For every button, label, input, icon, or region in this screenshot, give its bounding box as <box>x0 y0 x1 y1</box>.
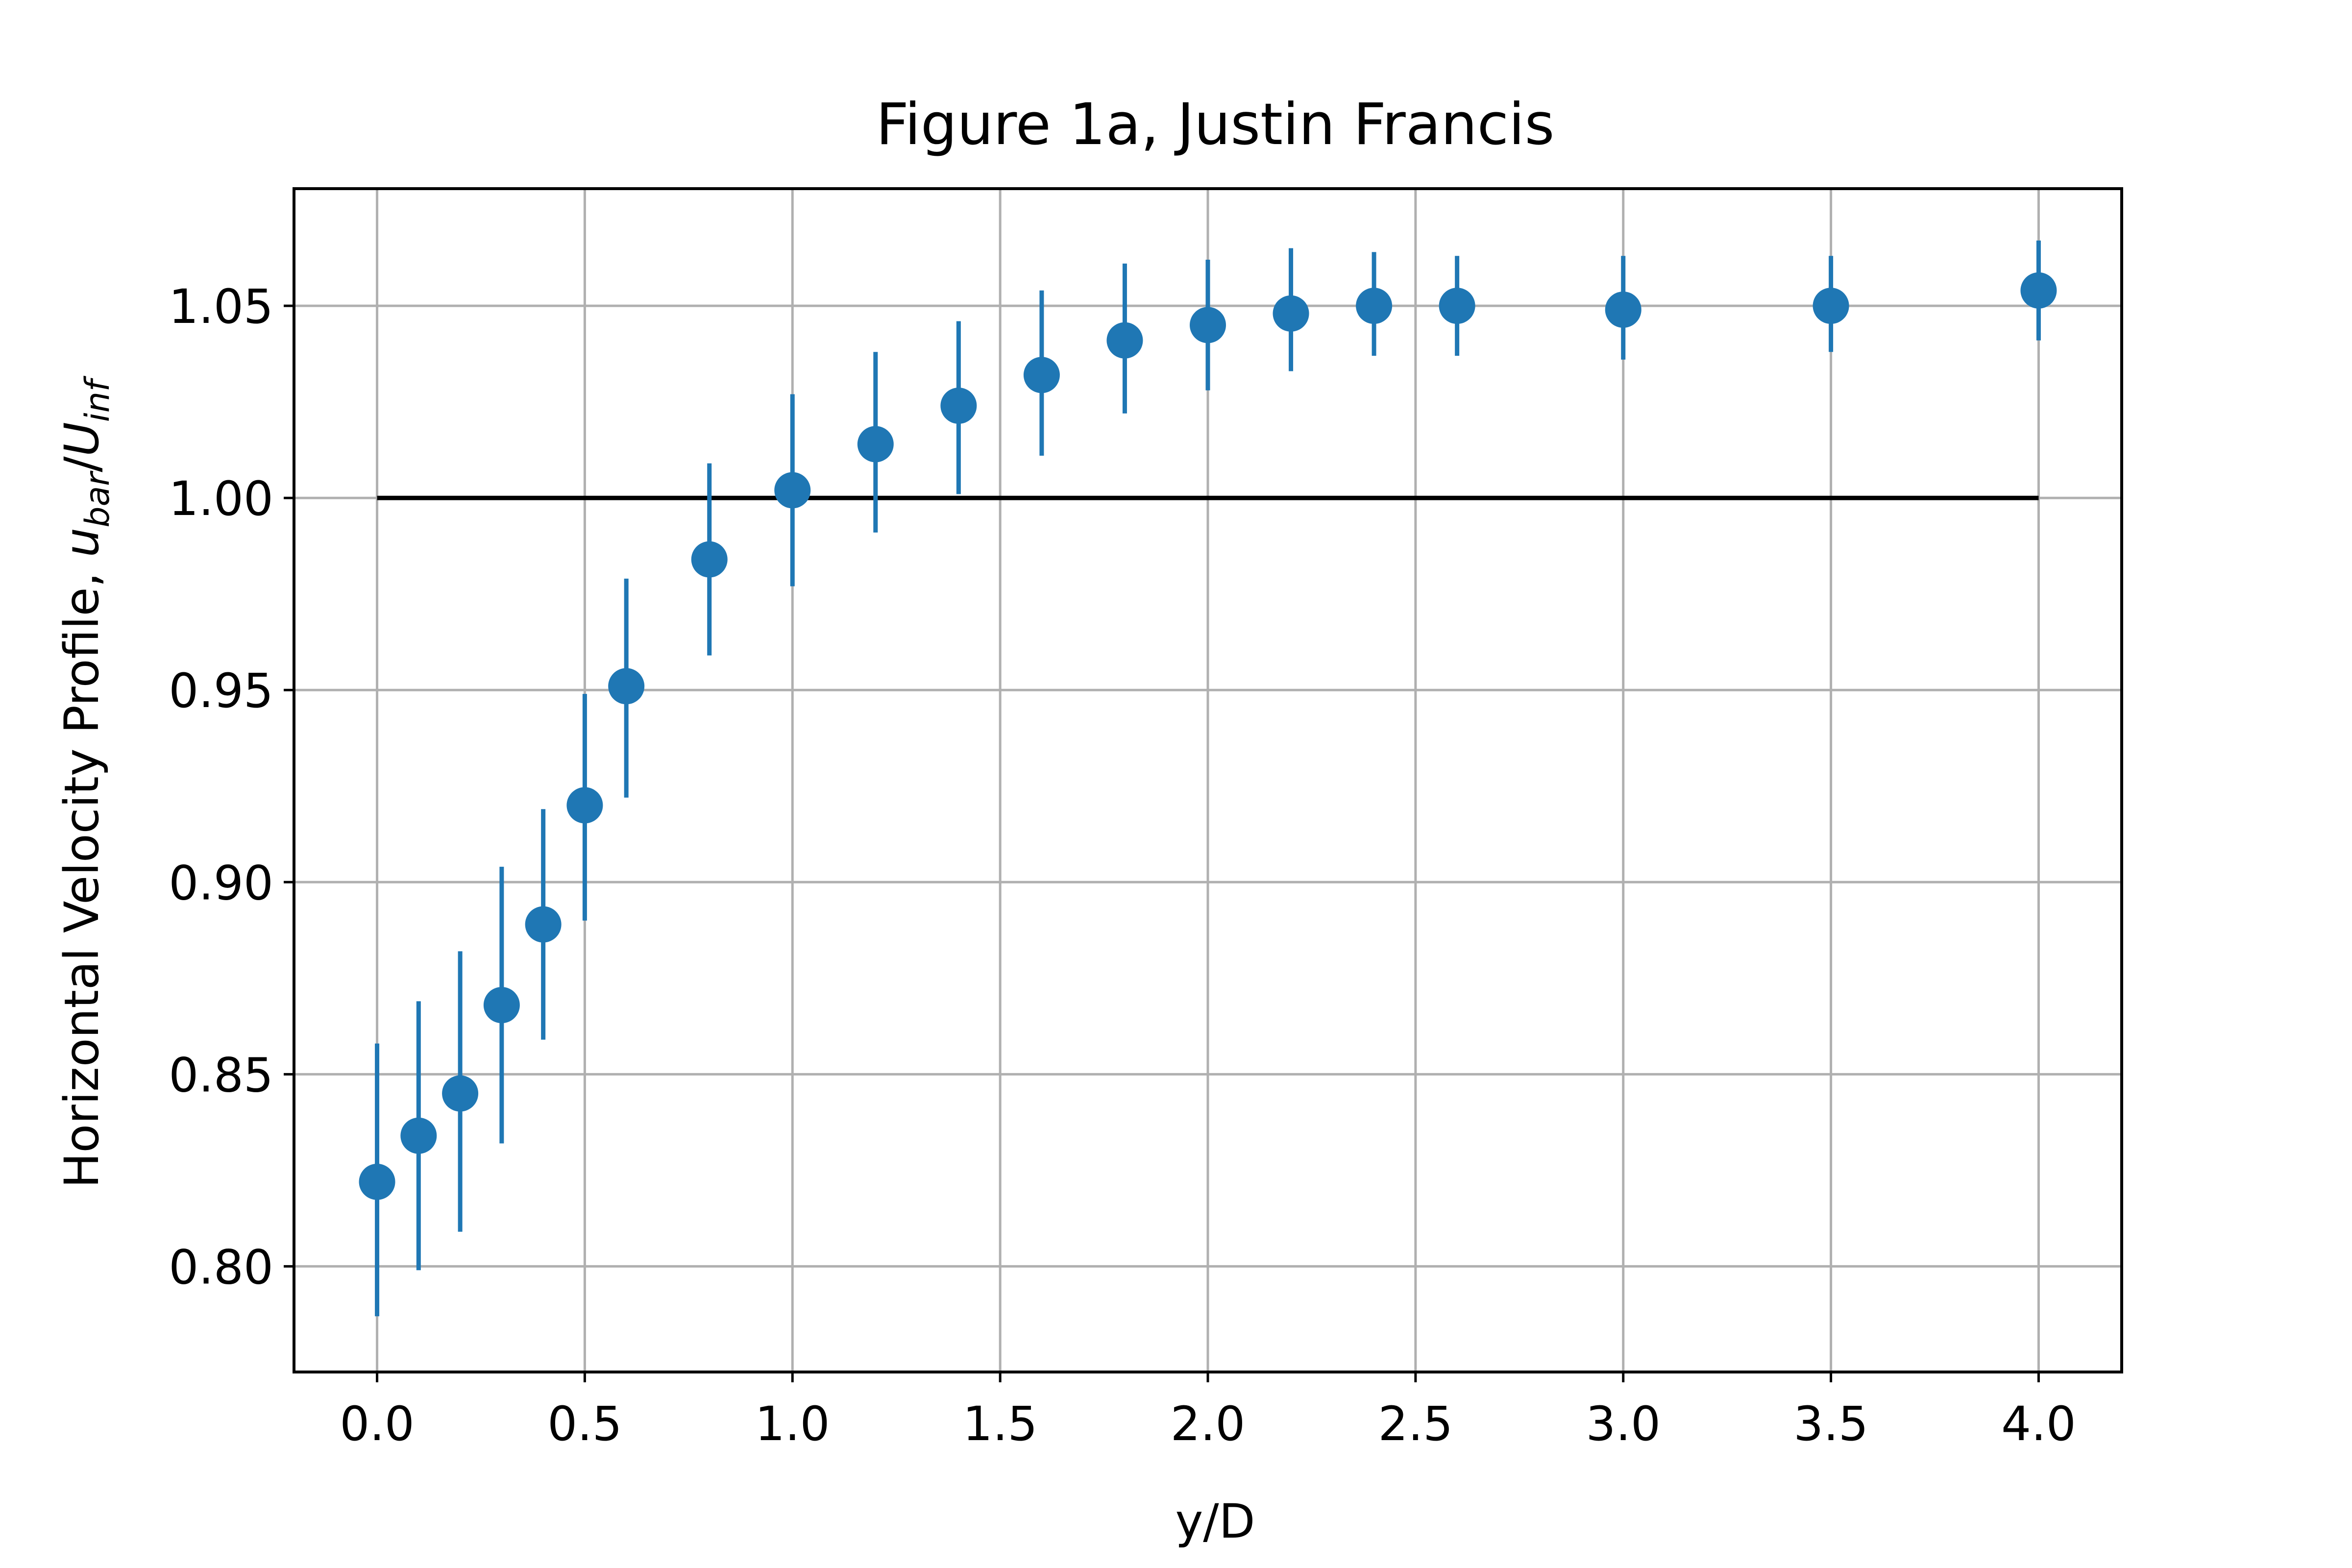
data-point <box>1813 288 1849 324</box>
data-point <box>1023 357 1060 393</box>
x-tick-label: 2.0 <box>1171 1396 1246 1451</box>
x-tick-label: 0.5 <box>547 1396 622 1451</box>
data-point <box>1356 288 1393 324</box>
y-tick-label: 0.80 <box>169 1240 273 1295</box>
y-axis-label-prefix: Horizontal Velocity Profile, <box>54 557 109 1188</box>
x-axis-label: y/D <box>1175 1494 1255 1549</box>
x-tick-label: 3.5 <box>1793 1396 1868 1451</box>
data-series <box>359 240 2057 1317</box>
data-point <box>400 1117 437 1154</box>
y-axis-label-slash: / <box>54 456 109 472</box>
data-point <box>691 541 728 578</box>
data-point <box>940 388 977 424</box>
data-point <box>2020 272 2057 309</box>
x-tick-label: 0.0 <box>340 1396 415 1451</box>
data-point <box>483 987 520 1024</box>
x-tick-label: 4.0 <box>2001 1396 2076 1451</box>
axis-ticks: 0.0 0.5 1.0 1.5 2.0 2.5 3.0 3.5 4.0 0.80 0.85 0.90 0… <box>169 279 2076 1451</box>
y-axis-label-u-subscript: bar <box>78 470 117 528</box>
y-axis-label: Horizontal Velocity Profile, ubar/Uinf <box>54 375 117 1188</box>
x-tick-label: 2.5 <box>1378 1396 1453 1451</box>
data-point <box>1605 291 1642 328</box>
x-tick-label: 1.0 <box>755 1396 830 1451</box>
data-point <box>1439 288 1475 324</box>
data-point <box>857 426 894 463</box>
data-point <box>442 1075 479 1112</box>
data-point <box>1273 295 1309 332</box>
data-point <box>525 906 562 943</box>
data-point <box>359 1163 395 1200</box>
chart-title: Figure 1a, Justin Francis <box>876 91 1555 158</box>
y-axis-label-u: u <box>54 528 109 558</box>
data-point <box>566 787 603 824</box>
data-point <box>1106 322 1143 359</box>
data-point <box>774 472 811 509</box>
y-axis-label-U: U <box>54 422 109 456</box>
y-axis-label-U-subscript: inf <box>78 375 117 422</box>
y-tick-label: 1.05 <box>169 279 273 334</box>
y-tick-label: 0.95 <box>169 663 273 718</box>
x-tick-label: 3.0 <box>1586 1396 1661 1451</box>
data-point <box>1190 307 1226 343</box>
y-tick-label: 1.00 <box>169 471 273 526</box>
x-tick-label: 1.5 <box>963 1396 1038 1451</box>
y-tick-label: 0.90 <box>169 856 273 910</box>
y-tick-label: 0.85 <box>169 1048 273 1102</box>
data-point <box>608 668 645 705</box>
